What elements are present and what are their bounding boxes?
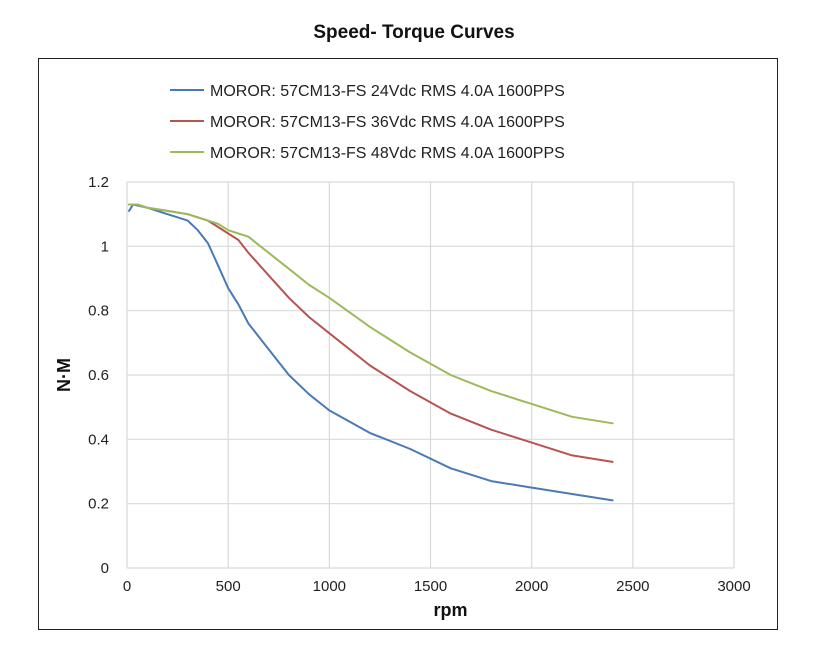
chart-frame <box>38 58 778 630</box>
y-tick-label: 0.4 <box>88 431 109 448</box>
series-line-2 <box>128 203 614 463</box>
x-tick-label: 0 <box>123 578 131 595</box>
x-tick-label: 1500 <box>414 578 447 595</box>
legend-label-2: MOROR: 57CM13-FS 36Vdc RMS 4.0A 1600PPS <box>210 114 565 131</box>
y-tick-label: 0.2 <box>88 496 109 513</box>
series-lines <box>128 203 614 502</box>
legend-label-3: MOROR: 57CM13-FS 48Vdc RMS 4.0A 1600PPS <box>210 145 565 162</box>
x-tick-label: 500 <box>216 578 241 595</box>
x-tick-label: 2500 <box>616 578 649 595</box>
legend-label-1: MOROR: 57CM13-FS 24Vdc RMS 4.0A 1600PPS <box>210 83 565 100</box>
tick-labels: 0 0.2 0.4 0.6 0.8 1 1.2 0 500 1000 1500 2000 2500 300… <box>88 174 751 595</box>
x-tick-label: 2000 <box>515 578 548 595</box>
series-line-1 <box>128 203 614 502</box>
x-tick-label: 1000 <box>313 578 346 595</box>
x-tick-label: 3000 <box>717 578 750 595</box>
y-tick-label: 0.6 <box>88 367 109 384</box>
grid-lines <box>126 181 735 569</box>
legend: MOROR: 57CM13-FS 24Vdc RMS 4.0A 1600PPS M… <box>170 83 565 162</box>
chart-title: Speed- Torque Curves <box>313 22 515 43</box>
y-tick-label: 1 <box>101 238 109 255</box>
y-tick-label: 1.2 <box>88 174 109 191</box>
x-axis-label: rpm <box>433 600 467 620</box>
series-line-3 <box>128 203 614 425</box>
y-tick-label: 0.8 <box>88 303 109 320</box>
y-axis-label: N·M <box>54 358 74 392</box>
y-tick-label: 0 <box>101 560 109 577</box>
